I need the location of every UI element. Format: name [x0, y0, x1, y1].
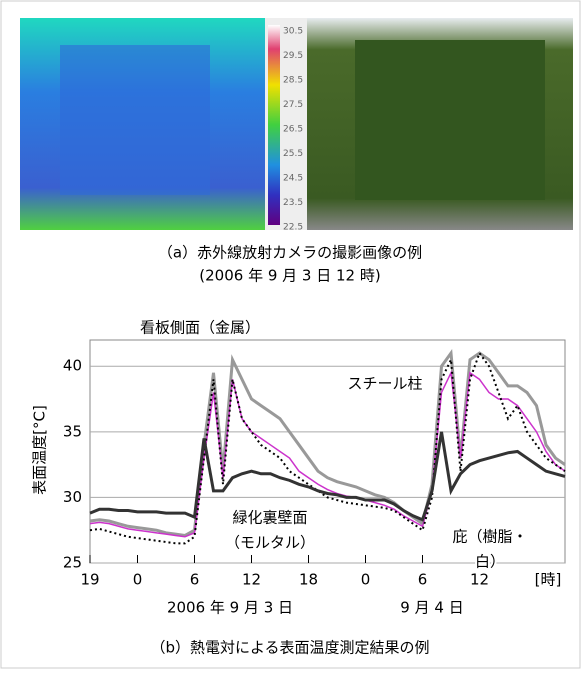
colorbar-label: 24.5	[283, 174, 303, 184]
x-tick-label: 6	[190, 571, 200, 589]
x-tick-label: 0	[133, 571, 143, 589]
figure: （a）赤外線放射カメラの撮影画像の例 (2006 年 9 月 3 日 12 時)…	[0, 0, 581, 669]
x-tick-label: 0	[361, 571, 371, 589]
x-tick-label: 12	[470, 571, 489, 589]
caption-b: （b）熱電対による表面温度測定結果の例	[150, 639, 429, 657]
colorbar-label: 25.5	[283, 149, 303, 159]
colorbar-label: 28.5	[283, 76, 303, 86]
x-tick-label: 18	[299, 571, 318, 589]
colorbar-label: 26.5	[283, 125, 303, 135]
series-annotation: 緑化裏壁面	[232, 509, 307, 527]
date-label: 2006 年 9 月 3 日	[167, 599, 293, 617]
colorbar-label: 30.5	[283, 27, 303, 37]
y-tick-label: 30	[63, 488, 82, 506]
y-tick-label: 40	[63, 357, 82, 375]
colorbar-label: 23.5	[283, 198, 303, 208]
colorbar-label: 27.5	[283, 100, 303, 110]
colorbar-label: 22.5	[283, 223, 303, 233]
caption-a-date: (2006 年 9 月 3 日 12 時)	[199, 267, 380, 285]
colorbar	[268, 25, 280, 225]
series-annotation: 庇（樹脂・	[452, 528, 527, 546]
y-axis-label: 表面温度[°C]	[31, 405, 49, 495]
thermal-building	[60, 45, 210, 195]
date-label: 9 月 4 日	[400, 599, 463, 617]
caption-a: （a）赤外線放射カメラの撮影画像の例	[158, 244, 422, 262]
x-tick-label: 19	[80, 571, 99, 589]
photo-building	[355, 40, 545, 200]
x-tick-label: 12	[242, 571, 261, 589]
series-annotation: （モルタル）	[225, 534, 315, 552]
x-unit: [時]	[535, 571, 562, 589]
y-tick-label: 35	[63, 422, 82, 440]
x-tick-label: 6	[418, 571, 428, 589]
series-annotation: 看板側面（金属）	[140, 319, 260, 337]
y-tick-label: 25	[63, 554, 82, 572]
colorbar-label: 29.5	[283, 51, 303, 61]
series-annotation: 白）	[475, 553, 505, 571]
series-annotation: スチール柱	[347, 375, 422, 393]
